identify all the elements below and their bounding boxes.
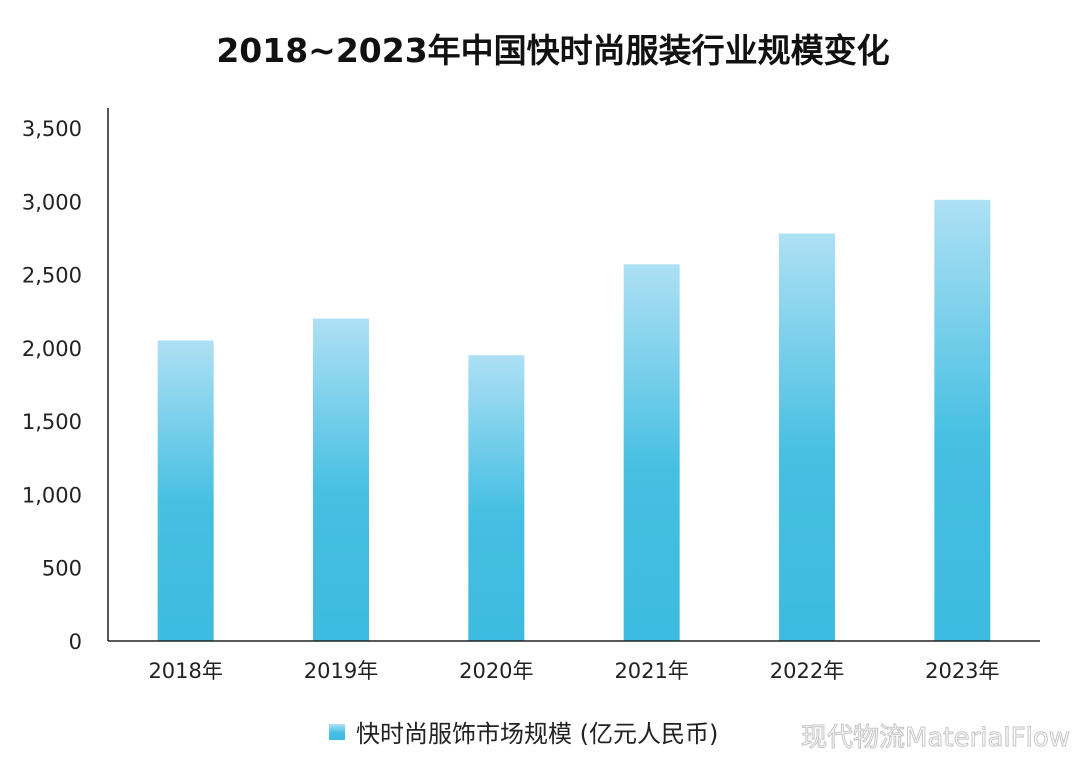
y-tick-label: 500 — [42, 557, 82, 581]
bar-2020年 — [468, 355, 525, 641]
y-tick-label: 1,000 — [22, 483, 82, 507]
chart-title: 2018~2023年中国快时尚服装行业规模变化 — [216, 31, 889, 70]
bar-2023年 — [934, 199, 991, 641]
y-tick-label: 0 — [69, 630, 82, 654]
x-tick-label: 2020年 — [459, 659, 533, 683]
y-tick-label: 2,000 — [22, 337, 82, 361]
y-tick-label: 3,500 — [22, 117, 82, 141]
bar-2022年 — [779, 233, 835, 641]
legend: 快时尚服饰市场规模 (亿元人民币) — [329, 720, 718, 748]
legend-label: 快时尚服饰市场规模 (亿元人民币) — [356, 720, 718, 748]
y-tick-label: 3,000 — [22, 190, 82, 214]
bar-2019年 — [313, 318, 369, 641]
legend-swatch — [329, 724, 345, 740]
y-tick-label: 1,500 — [22, 410, 82, 434]
y-tick-label: 2,500 — [22, 264, 82, 288]
x-tick-label: 2021年 — [614, 659, 688, 683]
x-tick-label: 2022年 — [770, 659, 844, 683]
x-tick-label: 2023年 — [925, 659, 999, 683]
bar-2018年 — [157, 340, 214, 641]
x-tick-label: 2019年 — [304, 659, 378, 683]
watermark: 现代物流MaterialFlow — [801, 723, 1070, 753]
bar-2021年 — [623, 264, 680, 641]
x-tick-label: 2018年 — [148, 659, 222, 683]
